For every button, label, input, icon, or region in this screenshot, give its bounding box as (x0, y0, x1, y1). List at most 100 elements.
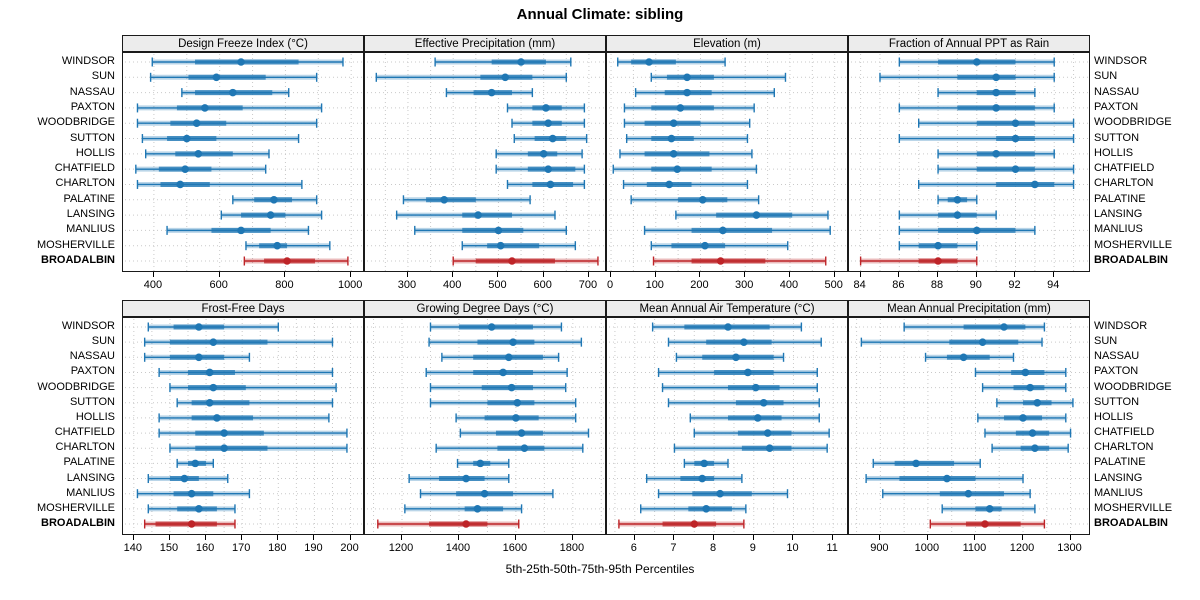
axis-tick-label: 7 (670, 542, 677, 554)
axis-tick-label: 1600 (502, 542, 528, 554)
row-label-left-palatine: PALATINE (63, 192, 115, 205)
axis-tick (542, 272, 544, 277)
row-label-left-mosherville: MOSHERVILLE (36, 501, 115, 514)
interval-windsor (434, 57, 572, 67)
axis-tick (457, 535, 459, 540)
axis-tick-label: 500 (488, 279, 507, 291)
interval-broadalbin (243, 256, 349, 266)
axis-tick (713, 535, 715, 540)
chart-caption: 5th-25th-50th-75th-95th Percentiles (505, 562, 695, 576)
interval-lansing (147, 474, 229, 484)
row-label-right-palatine: PALATINE (1094, 192, 1146, 205)
axis-tick (514, 535, 516, 540)
row-label-left-manlius: MANLIUS (66, 486, 115, 499)
interval-hollis (158, 413, 330, 423)
axis-tick (452, 272, 454, 277)
row-label-left-paxton: PAXTON (70, 100, 115, 113)
axis-tick-label: 1000 (337, 279, 363, 291)
axis-tick (832, 535, 834, 540)
row-label-right-paxton: PAXTON (1094, 100, 1139, 113)
interval-sun (428, 337, 583, 347)
axis-tick-label: 500 (824, 279, 843, 291)
interval-charlton (136, 179, 303, 189)
interval-chatfield (158, 428, 348, 438)
interval-chatfield (459, 428, 590, 438)
axis-tick (926, 535, 928, 540)
row-label-left-woodbridge: WOODBRIDGE (37, 116, 115, 129)
interval-chatfield (984, 428, 1072, 438)
axis-tick (277, 535, 279, 540)
interval-manlius (643, 225, 831, 235)
row-label-left-sun: SUN (91, 335, 115, 348)
axis-tick (152, 272, 154, 277)
axis-tick (205, 535, 207, 540)
row-label-right-nassau: NASSAU (1094, 350, 1140, 363)
row-label-right-lansing: LANSING (1094, 471, 1143, 484)
interval-manlius (657, 489, 789, 499)
interval-broadalbin (652, 256, 827, 266)
axis-tick-label: 6 (630, 542, 637, 554)
axis-tick (974, 535, 976, 540)
interval-woodbridge (623, 118, 751, 128)
interval-mosherville (461, 241, 577, 251)
axis-tick (571, 535, 573, 540)
interval-chatfield (135, 164, 267, 174)
axis-tick-label: 8 (710, 542, 717, 554)
interval-paxton (425, 367, 568, 377)
interval-windsor (651, 322, 803, 332)
interval-sutton (141, 134, 300, 144)
row-label-right-manlius: MANLIUS (1094, 223, 1143, 236)
axis-tick-label: 400 (779, 279, 799, 291)
axis-tick-label: 92 (1008, 279, 1021, 291)
interval-chatfield (495, 164, 586, 174)
panel-strip: Frost-Free Days (122, 300, 364, 317)
axis-tick (587, 272, 589, 277)
row-label-right-charlton: CHARLTON (1094, 441, 1154, 454)
interval-broadalbin (859, 256, 978, 266)
interval-hollis (689, 413, 820, 423)
interval-nassau (181, 88, 290, 98)
interval-nassau (937, 88, 1036, 98)
axis-tick-label: 1300 (1057, 542, 1082, 554)
panel-strip-title: Elevation (m) (693, 37, 761, 50)
row-label-right-sun: SUN (1094, 335, 1118, 348)
interval-mosherville (404, 504, 523, 514)
panel-strip-title: Mean Annual Air Temperature (°C) (639, 302, 815, 315)
interval-chatfield (693, 428, 830, 438)
row-label-right-manlius: MANLIUS (1094, 486, 1143, 499)
axis-tick-label: 600 (209, 279, 228, 291)
panel-strip: Design Freeze Index (°C) (122, 35, 364, 52)
axis-tick (1022, 535, 1023, 540)
panel-strip-title: Frost-Free Days (201, 302, 285, 315)
row-label-left-nassau: NASSAU (69, 85, 115, 98)
panel-plot (848, 52, 1090, 272)
axis-tick (132, 535, 134, 540)
axis-tick-label: 700 (578, 279, 598, 291)
row-label-right-palatine: PALATINE (1094, 456, 1146, 469)
interval-sutton (996, 398, 1074, 408)
row-label-left-sutton: SUTTON (69, 395, 115, 408)
interval-charlton (917, 179, 1075, 189)
row-label-left-sun: SUN (91, 70, 115, 83)
interval-sun (143, 337, 334, 347)
axis-tick-label: 300 (397, 279, 417, 291)
interval-sun (375, 72, 567, 82)
interval-paxton (974, 367, 1067, 377)
row-label-right-nassau: NASSAU (1094, 85, 1140, 98)
interval-palatine (937, 195, 978, 205)
row-label-left-broadalbin: BROADALBIN (41, 517, 115, 529)
interval-broadalbin (143, 519, 236, 529)
row-label-left-charlton: CHARLTON (55, 441, 116, 454)
panel-strip-title: Effective Precipitation (mm) (414, 37, 556, 50)
interval-woodbridge (661, 383, 818, 393)
interval-palatine (232, 195, 318, 205)
row-label-left-manlius: MANLIUS (66, 223, 115, 236)
interval-charlton (991, 443, 1069, 453)
axis-tick (673, 535, 675, 540)
interval-hollis (495, 149, 583, 159)
interval-sun (149, 72, 318, 82)
interval-palatine (683, 458, 729, 468)
row-label-right-hollis: HOLLIS (1094, 146, 1134, 159)
axis-tick (241, 535, 243, 540)
